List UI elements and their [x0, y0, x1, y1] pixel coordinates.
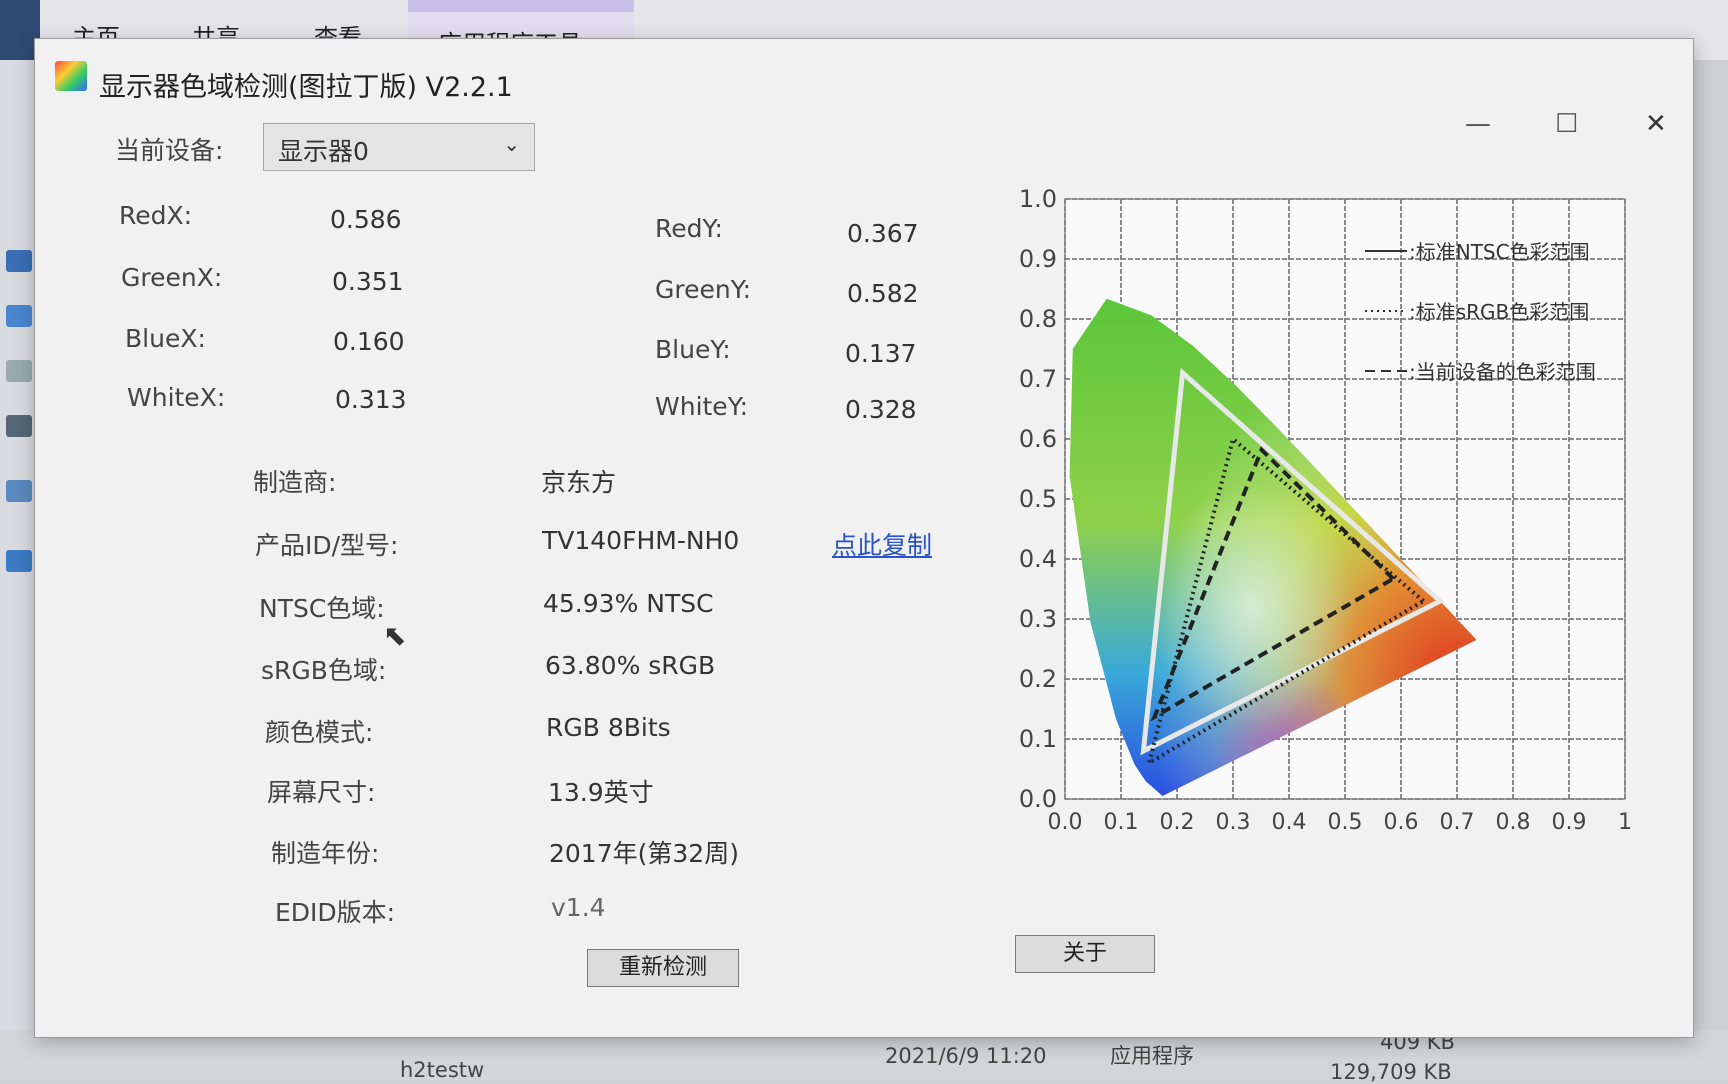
x-tick-label: 0.1 — [1104, 810, 1139, 835]
blue-x-value: 0.160 — [333, 327, 405, 356]
picture-icon[interactable] — [6, 415, 32, 437]
year-label: 制造年份: — [271, 839, 380, 868]
x-tick-label: 0.3 — [1216, 810, 1251, 835]
copy-link[interactable]: 点此复制 — [832, 531, 933, 560]
y-tick-label: 0.1 — [1019, 725, 1057, 753]
x-tick-label: 0.9 — [1552, 810, 1587, 835]
legend-label: :当前设备的色彩范围 — [1409, 360, 1596, 384]
x-tick-label: 0.2 — [1160, 810, 1195, 835]
explorer-file-tab[interactable] — [0, 0, 40, 60]
x-tick-label: 0.6 — [1384, 810, 1419, 835]
ntsc-label: NTSC色域: — [259, 594, 385, 623]
explorer-nav-pane — [0, 60, 40, 1080]
srgb-value: 63.80% sRGB — [545, 651, 716, 680]
document-icon[interactable] — [6, 360, 32, 382]
blue-y-label: BlueY: — [655, 335, 731, 364]
chevron-down-icon: ⌄ — [503, 132, 520, 156]
x-tick-label: 0.8 — [1496, 810, 1531, 835]
white-x-label: WhiteX: — [127, 383, 226, 412]
gamut-triangle-dotted — [1145, 435, 1427, 768]
legend-label: :标准sRGB色彩范围 — [1409, 300, 1589, 324]
device-select[interactable]: 显示器0 ⌄ — [263, 123, 535, 171]
y-tick-label: 0.6 — [1019, 425, 1057, 453]
color-mode-value: RGB 8Bits — [546, 713, 671, 742]
gamut-triangle-dashed — [1150, 446, 1397, 722]
white-x-value: 0.313 — [335, 385, 407, 414]
edid-value: v1.4 — [551, 893, 606, 922]
edid-label: EDID版本: — [275, 898, 396, 927]
app-icon — [55, 61, 87, 91]
download-icon[interactable] — [6, 305, 32, 327]
explorer-file-list: 2021/6/9 11:20 应用程序 409 KB h2testw 129,7… — [0, 1030, 1728, 1084]
green-x-label: GreenX: — [121, 263, 223, 292]
year-value: 2017年(第32周) — [549, 839, 739, 868]
gamut-triangle-solid — [1140, 367, 1445, 756]
srgb-label: sRGB色域: — [261, 656, 387, 685]
y-tick-label: 0.9 — [1019, 245, 1057, 273]
y-tick-label: 0.5 — [1019, 485, 1057, 513]
device-selected-value: 显示器0 — [278, 137, 369, 166]
color-mode-label: 颜色模式: — [265, 718, 374, 747]
redetect-button[interactable]: 重新检测 — [587, 949, 739, 987]
green-y-label: GreenY: — [655, 275, 752, 304]
x-tick-label: 0.0 — [1048, 810, 1083, 835]
file-date: 2021/6/9 11:20 — [885, 1044, 1047, 1068]
y-tick-label: 0.2 — [1019, 665, 1057, 693]
red-y-value: 0.367 — [847, 219, 919, 248]
x-tick-label: 0.4 — [1272, 810, 1307, 835]
red-x-label: RedX: — [119, 201, 193, 230]
red-x-value: 0.586 — [330, 205, 402, 234]
device-label: 当前设备: — [115, 136, 224, 165]
screen-size-value: 13.9英寸 — [548, 778, 654, 807]
folder-icon[interactable] — [6, 250, 32, 272]
white-y-label: WhiteY: — [655, 392, 749, 421]
y-tick-label: 1.0 — [1019, 185, 1057, 213]
product-id-value: TV140FHM-NH0 — [542, 526, 740, 555]
x-tick-label: 0.7 — [1440, 810, 1475, 835]
y-tick-label: 0.8 — [1019, 305, 1057, 333]
product-id-label: 产品ID/型号: — [255, 531, 399, 560]
file-type: 应用程序 — [1110, 1044, 1194, 1068]
y-tick-label: 0.7 — [1019, 365, 1057, 393]
app-window: 显示器色域检测(图拉丁版) V2.2.1 — ☐ ✕ 当前设备: 显示器0 ⌄ … — [34, 38, 1694, 1038]
ntsc-value: 45.93% NTSC — [543, 589, 714, 618]
screen-size-label: 屏幕尺寸: — [267, 778, 376, 807]
green-y-value: 0.582 — [847, 279, 919, 308]
white-y-value: 0.328 — [845, 395, 917, 424]
window-title: 显示器色域检测(图拉丁版) V2.2.1 — [99, 72, 513, 103]
x-tick-label: 1 — [1618, 810, 1632, 835]
about-button[interactable]: 关于 — [1015, 935, 1155, 973]
network-icon[interactable] — [6, 550, 32, 572]
y-tick-label: 0.0 — [1019, 785, 1057, 813]
blue-y-value: 0.137 — [845, 339, 917, 368]
x-tick-label: 0.5 — [1328, 810, 1363, 835]
cie-chromaticity-chart: 0.0 0.1 0.2 0.3 0.4 0.5 0.6 0.7 0.8 0.9 1 0.0 0.1 0.2… — [1019, 185, 1632, 835]
green-x-value: 0.351 — [332, 267, 404, 296]
maximize-button[interactable]: ☐ — [1555, 109, 1579, 139]
file-name[interactable]: h2testw — [400, 1058, 485, 1082]
manufacturer-label: 制造商: — [253, 468, 337, 497]
mouse-cursor-icon: ⬉ — [383, 619, 407, 652]
drive-icon[interactable] — [6, 480, 32, 502]
manufacturer-value: 京东方 — [541, 468, 617, 497]
legend-label: :标准NTSC色彩范围 — [1409, 240, 1590, 264]
blue-x-label: BlueX: — [125, 324, 206, 353]
y-tick-label: 0.3 — [1019, 605, 1057, 633]
file-size-2: 129,709 KB — [1330, 1060, 1452, 1084]
close-button[interactable]: ✕ — [1645, 109, 1667, 139]
y-tick-label: 0.4 — [1019, 545, 1057, 573]
red-y-label: RedY: — [655, 214, 723, 243]
minimize-button[interactable]: — — [1465, 109, 1491, 139]
